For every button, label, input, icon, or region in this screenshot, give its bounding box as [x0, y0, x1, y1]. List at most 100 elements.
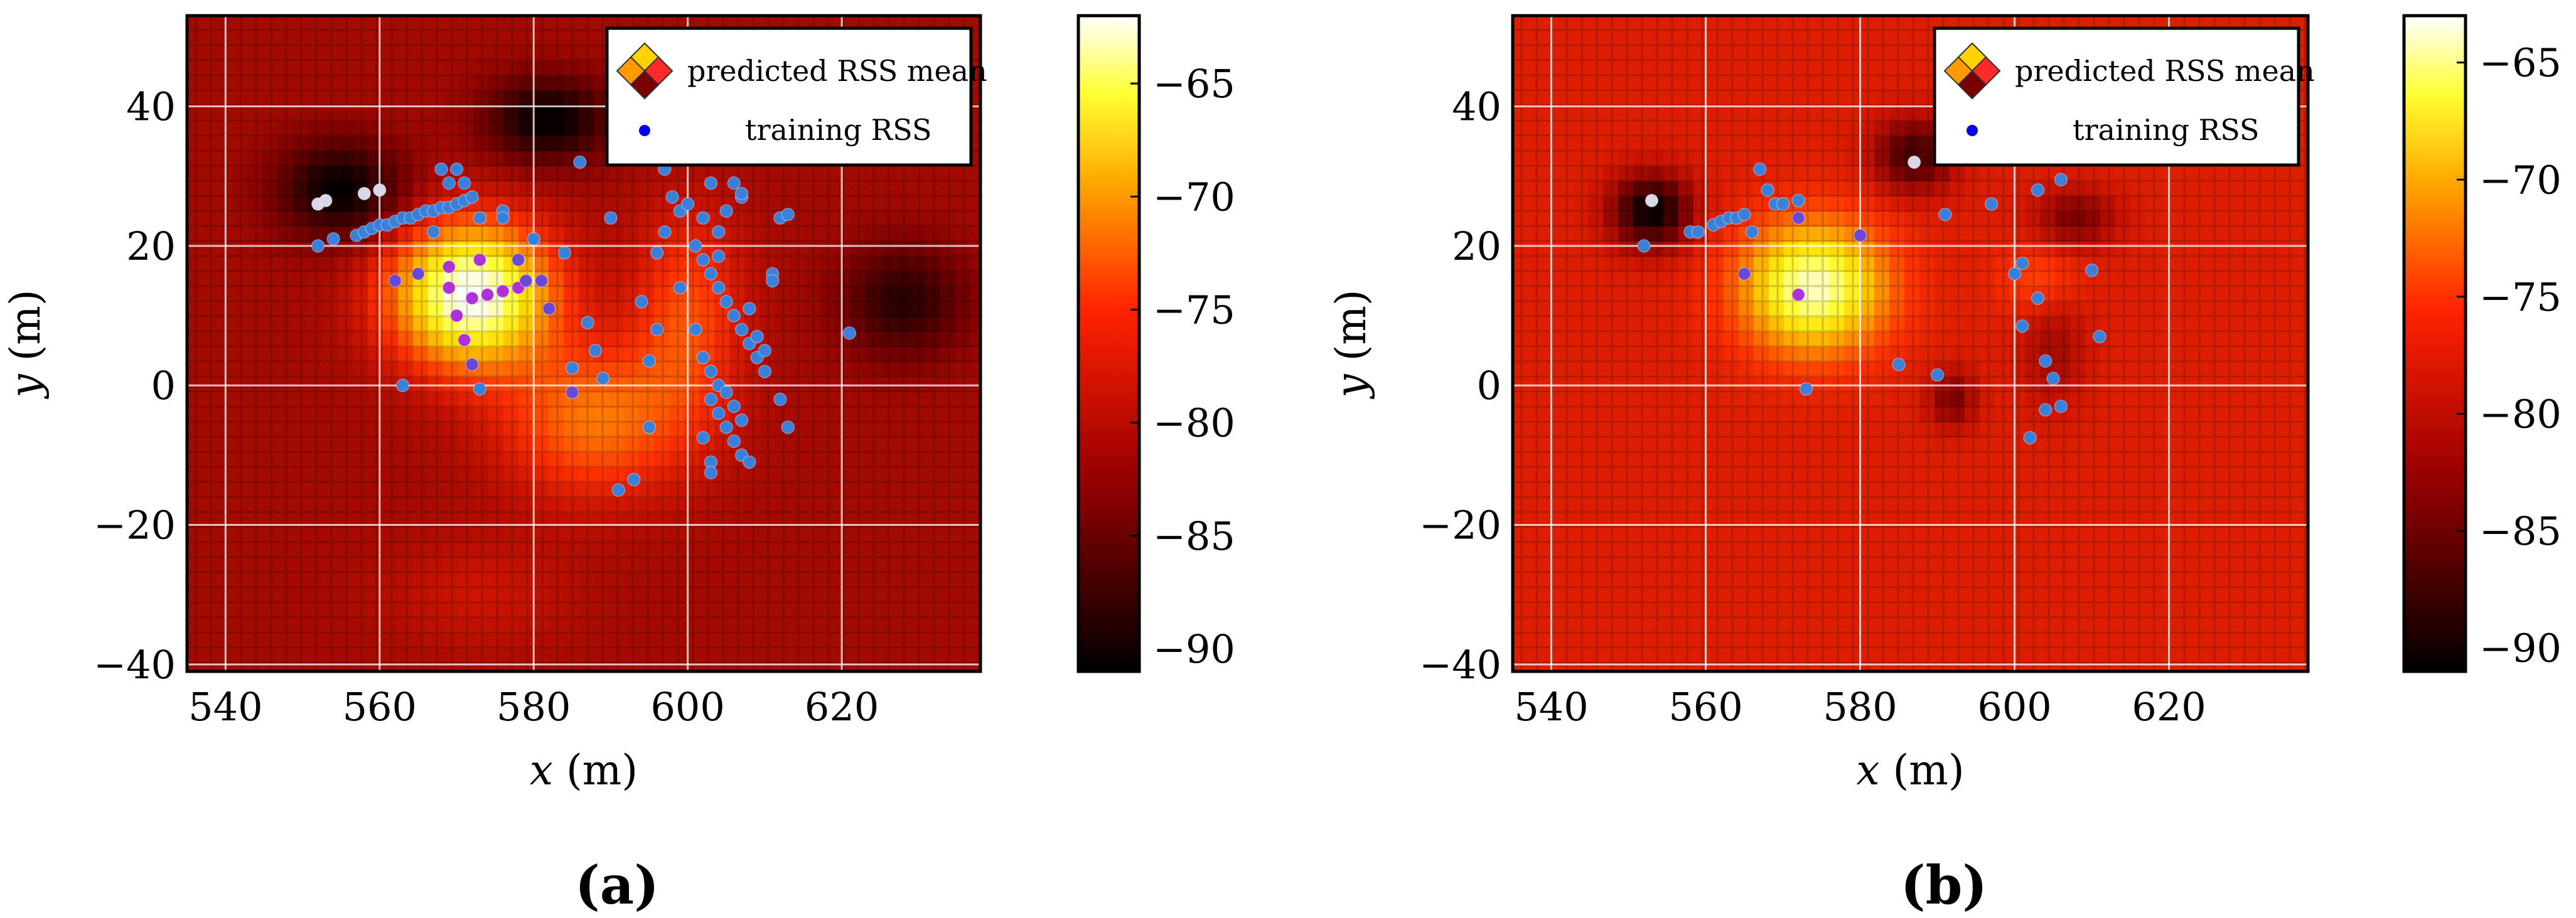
training-point — [696, 430, 710, 445]
training-point — [2031, 291, 2045, 305]
training-point — [557, 246, 572, 260]
surface-legend-icon — [616, 42, 674, 100]
training-point — [604, 211, 618, 225]
colorbar-tick-label: −65 — [2479, 40, 2562, 86]
colorbar-tick-label: −90 — [1153, 626, 1235, 672]
surface-legend-icon — [1943, 42, 2001, 100]
training-point — [565, 385, 579, 400]
training-point — [727, 176, 741, 190]
x-tick-label: 540 — [1514, 684, 1588, 730]
x-tick-label: 580 — [496, 684, 571, 730]
training-point — [765, 274, 780, 288]
training-point — [426, 225, 441, 239]
x-tick-label: 560 — [343, 684, 417, 730]
training-point — [758, 343, 772, 358]
training-point — [442, 260, 456, 274]
training-point — [1761, 183, 1774, 197]
x-tick-label: 560 — [1668, 684, 1742, 730]
plot-frame-b — [1511, 14, 2310, 673]
y-tick-label: 40 — [126, 84, 176, 130]
training-point — [704, 466, 718, 479]
training-point — [689, 239, 702, 253]
training-point — [650, 246, 664, 260]
training-point — [1791, 211, 1805, 225]
training-point — [511, 253, 525, 267]
y-tick-label: −20 — [94, 503, 176, 548]
training-point — [542, 302, 556, 316]
training-point — [2015, 319, 2029, 333]
training-point — [712, 249, 726, 264]
training-point — [465, 358, 479, 371]
training-point — [1930, 368, 1945, 382]
y-tick-label: −40 — [94, 642, 176, 688]
training-point — [773, 392, 787, 407]
training-point — [734, 186, 749, 201]
training-point — [1853, 228, 1867, 242]
training-point — [2015, 256, 2029, 270]
colorbar-a: −65−70−75−80−85−90 — [1076, 14, 1235, 673]
y-axis-label-b: y (m) — [1327, 289, 1375, 399]
training-point — [2039, 403, 2053, 417]
y-tick-label: 20 — [126, 223, 176, 269]
training-point — [588, 343, 603, 358]
training-point — [2093, 329, 2106, 344]
training-point — [734, 323, 749, 337]
training-point — [473, 382, 487, 396]
training-point — [2054, 173, 2068, 186]
colorbar-tick-label: −70 — [2479, 157, 2562, 203]
training-point — [434, 162, 448, 176]
training-point — [1745, 225, 1759, 239]
colorbar-tick-label: −70 — [1153, 174, 1235, 220]
training-point — [743, 302, 756, 316]
training-dot-legend-icon — [1967, 125, 1978, 136]
colorbar-tick-label: −75 — [1153, 287, 1235, 333]
training-point — [449, 162, 464, 176]
training-point — [1984, 197, 1999, 211]
x-tick-label: 580 — [1823, 684, 1897, 730]
training-point — [1637, 239, 1651, 253]
colorbar-gradient-b — [2402, 14, 2467, 673]
training-point — [627, 472, 641, 487]
x-tick-labels-a: 540 560 580 600 620 — [188, 684, 879, 730]
training-point — [496, 211, 510, 225]
panel-label-b: (b) — [1901, 854, 1987, 916]
training-point — [1907, 155, 1921, 169]
x-tick-label: 540 — [188, 684, 262, 730]
training-point — [534, 274, 549, 288]
training-point — [473, 253, 487, 267]
training-point — [442, 176, 456, 190]
training-point — [1737, 267, 1751, 281]
training-point — [373, 183, 387, 197]
training-point — [2023, 430, 2037, 445]
legend-b: predicted RSS mean training RSS — [1933, 26, 2315, 167]
training-point — [2007, 267, 2022, 281]
training-point — [658, 225, 672, 239]
training-point — [1752, 162, 1767, 176]
colorbar-tick-label: −90 — [2479, 626, 2562, 671]
training-point — [712, 280, 726, 295]
legend-box-b — [1933, 26, 2300, 167]
colorbar-b: −65−70−75−80−85−90 — [2402, 14, 2562, 673]
training-point — [565, 361, 579, 375]
training-points-b — [1637, 155, 2106, 445]
training-point — [696, 253, 710, 267]
colorbar-ticks-b: −65−70−75−80−85−90 — [2457, 40, 2562, 671]
training-point — [1645, 193, 1659, 208]
training-point — [357, 186, 372, 201]
y-tick-label: −20 — [1419, 503, 1501, 548]
training-point — [704, 392, 718, 407]
training-point — [2085, 264, 2099, 277]
colorbar-tick-label: −85 — [1153, 513, 1235, 559]
training-point — [611, 483, 625, 497]
training-point — [449, 309, 464, 323]
legend-entry-training-a: training RSS — [745, 113, 932, 147]
plot-frame-a — [185, 14, 982, 673]
training-point — [1776, 197, 1790, 211]
colorbar-ticks-a: −65−70−75−80−85−90 — [1130, 61, 1235, 672]
x-tick-label: 620 — [2132, 684, 2206, 730]
training-point — [712, 406, 726, 420]
